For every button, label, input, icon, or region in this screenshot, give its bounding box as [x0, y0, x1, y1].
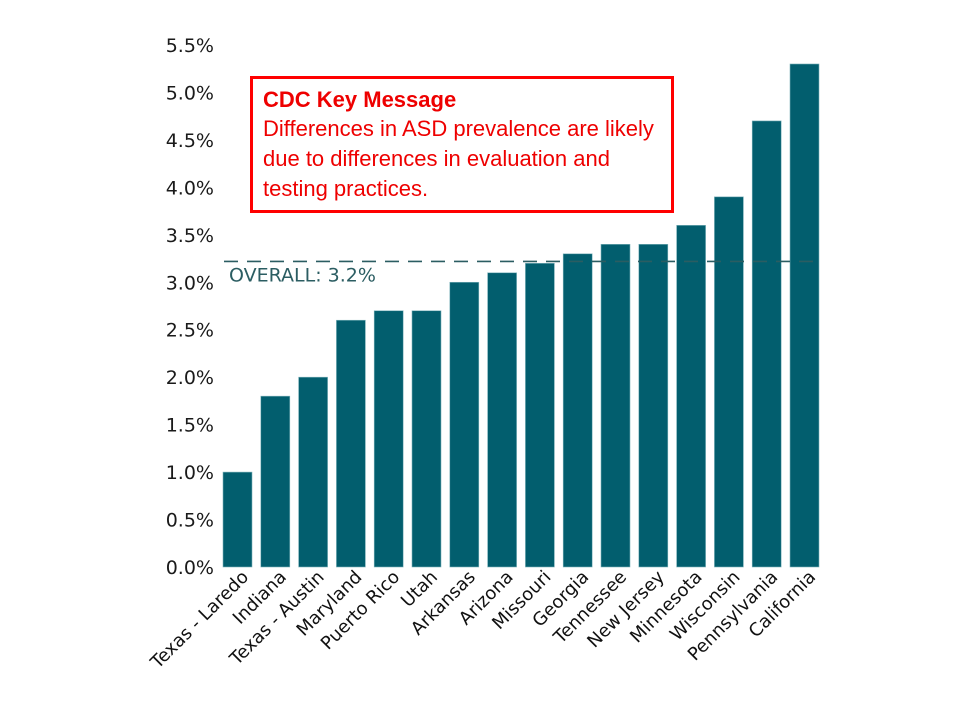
key-message-box: CDC Key Message Differences in ASD preva…	[250, 76, 674, 213]
y-tick-label: 0.5%	[166, 510, 214, 532]
bar	[714, 196, 744, 568]
y-tick-label: 1.0%	[166, 462, 214, 484]
y-tick-label: 5.5%	[166, 35, 214, 57]
y-tick-label: 5.0%	[166, 82, 214, 104]
key-message-title: CDC Key Message	[263, 87, 457, 112]
bar	[751, 120, 782, 568]
y-tick-label: 2.5%	[166, 320, 214, 342]
overall-label: OVERALL: 3.2%	[229, 264, 376, 286]
bar	[222, 471, 253, 568]
bar	[562, 253, 593, 568]
bar	[298, 376, 328, 568]
bar	[373, 310, 404, 568]
bar	[525, 262, 555, 568]
bar	[487, 272, 517, 568]
bar	[600, 244, 631, 568]
bar	[638, 244, 669, 568]
key-message-body: Differences in ASD prevalence are likely…	[263, 116, 654, 201]
y-tick-label: 4.5%	[166, 130, 214, 152]
y-tick-label: 2.0%	[166, 367, 214, 389]
bar	[449, 281, 480, 568]
y-tick-label: 4.0%	[166, 177, 214, 199]
y-tick-label: 3.0%	[166, 272, 214, 294]
bar	[260, 395, 291, 568]
bar	[789, 63, 820, 568]
bar	[336, 319, 366, 568]
y-tick-label: 0.0%	[166, 557, 214, 579]
overall-reference: OVERALL: 3.2%	[224, 260, 816, 286]
y-axis: 0.0% 0.5% 1.0% 1.5% 2.0% 2.5% 3.0% 3.5% 4.0% 4.5%…	[166, 35, 214, 579]
bars	[222, 63, 820, 568]
y-tick-label: 3.5%	[166, 225, 214, 247]
bar	[411, 310, 442, 568]
y-tick-label: 1.5%	[166, 415, 214, 437]
bar	[676, 225, 706, 568]
